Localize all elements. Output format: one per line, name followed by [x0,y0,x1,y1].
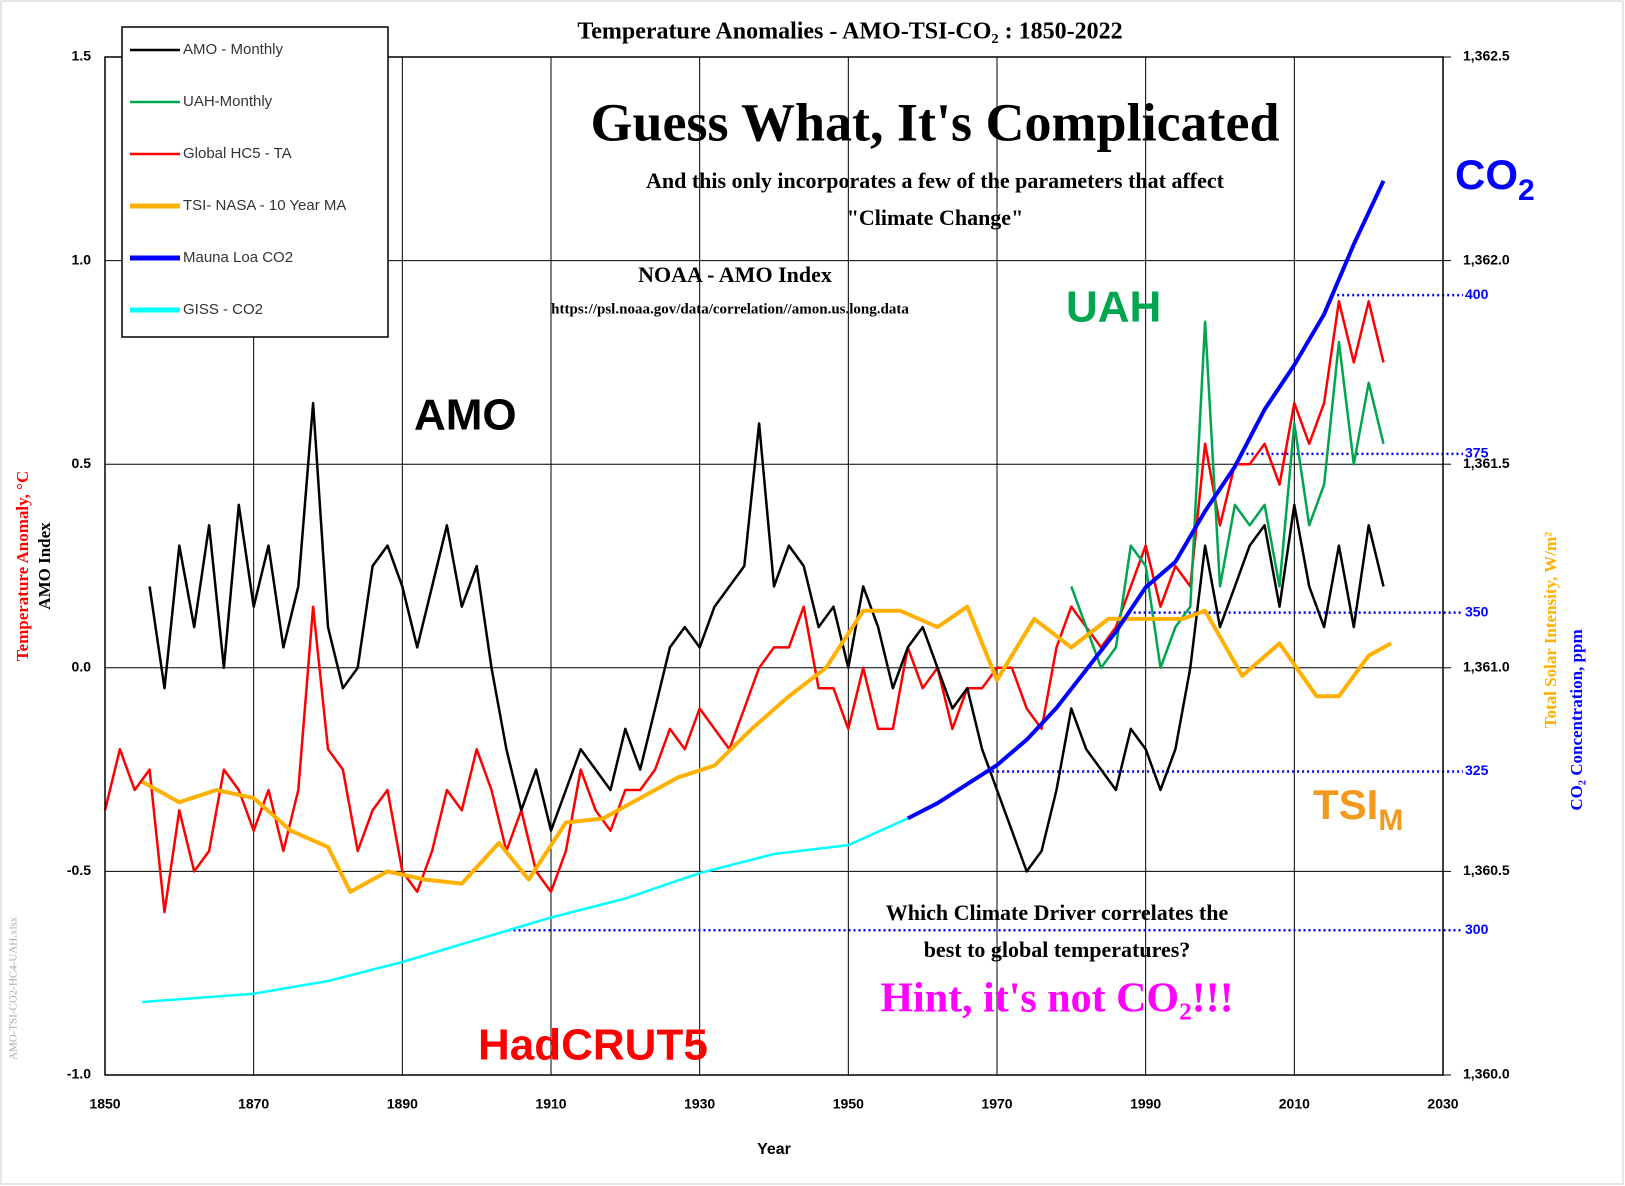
x-tick-label: 1970 [981,1096,1012,1112]
legend-label: UAH-Monthly [183,93,273,110]
series-line [103,300,1385,914]
annotation: "Climate Change" [847,205,1024,230]
y-tick-label: 1.5 [72,48,92,64]
series-label: AMO [414,391,517,440]
y3-tick-label: 375 [1465,445,1489,461]
series-line [1070,320,1385,670]
x-tick-label: 1950 [833,1096,864,1112]
x-tick-label: 1870 [238,1096,269,1112]
watermark: AMO-TSI-CO2-HC4-UAH.xlsx [8,916,20,1060]
y-tick-label: -1.0 [67,1066,91,1082]
x-tick-label: 1990 [1130,1096,1161,1112]
legend-label: TSI- NASA - 10 Year MA [183,197,346,214]
x-axis-label: Year [757,1141,791,1158]
x-tick-label: 1910 [535,1096,566,1112]
x-tick-label: 1890 [387,1096,418,1112]
annotation: NOAA - AMO Index [638,262,832,287]
y2-tick-label: 1,362.5 [1463,48,1510,64]
x-tick-label: 1930 [684,1096,715,1112]
y2-tick-label: 1,362.0 [1463,251,1510,267]
plot-frame [104,56,1444,1076]
series-label: HadCRUT5 [478,1021,708,1070]
y-tick-label: 0.5 [72,455,92,471]
legend-label: GISS - CO2 [183,301,263,318]
y2-tick-label: 1,361.0 [1463,659,1510,675]
series-line [142,817,909,1004]
y2-tick-label: 1,360.0 [1463,1066,1510,1082]
legend-label: AMO - Monthly [183,41,284,58]
series-label: TSIM [1313,781,1403,837]
annotation: best to global temperatures? [924,937,1191,962]
legend-box [121,26,389,338]
y-axis-label: AMO Index [35,522,54,610]
y3-tick-label: 300 [1465,921,1489,937]
annotation: And this only incorporates a few of the … [646,168,1225,193]
annotation: https://psl.noaa.gov/data/correlation//a… [551,301,909,317]
x-tick-label: 1850 [89,1096,120,1112]
legend-label: Global HC5 - TA [183,145,292,162]
y2-tick-label: 1,361.5 [1463,455,1510,471]
y2-tick-label: 1,360.5 [1463,862,1510,878]
y2-axis-label: Total Solar Intensity, W/m² [1541,532,1560,729]
y3-tick-label: 350 [1465,603,1489,619]
series-label: UAH [1066,283,1161,332]
headline: Guess What, It's Complicated [590,92,1279,152]
chart-title: Temperature Anomalies - AMO-TSI-CO₂ : 18… [577,19,1122,45]
x-tick-label: 2030 [1427,1096,1458,1112]
y-tick-label: -0.5 [67,862,91,878]
legend-label: Mauna Loa CO2 [183,249,293,266]
series-label: CO2 [1455,151,1535,207]
series-line [148,401,1385,873]
y3-tick-label: 325 [1465,762,1489,778]
plot-lines [103,179,1392,1004]
hint: Hint, it's not CO₂!!! [880,976,1233,1022]
legend: AMO - Monthly UAH-Monthly Global HC5 - TA T… [121,26,389,338]
y-tick-label: 0.0 [72,659,92,675]
x-tick-label: 2010 [1279,1096,1310,1112]
series-line [906,179,1386,821]
series-line [141,604,1392,894]
annotation: Which Climate Driver correlates the [886,900,1229,925]
y-tick-label: 1.0 [72,251,92,267]
y-axis-label: Temperature Anomaly, °C [13,471,32,662]
y3-axis-label: CO₂ Concentration, ppm [1567,629,1586,810]
y3-tick-label: 400 [1465,286,1489,302]
